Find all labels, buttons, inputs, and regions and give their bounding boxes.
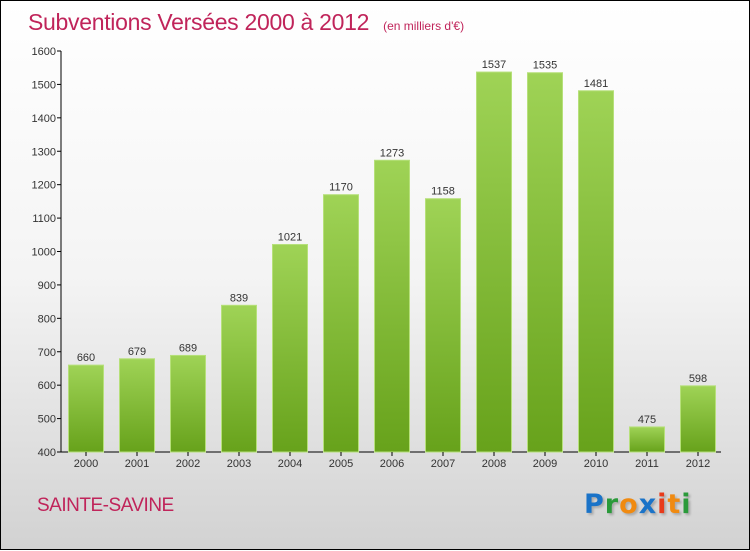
data-label: 839	[230, 292, 248, 304]
x-tick-label: 2003	[227, 458, 251, 470]
data-label: 598	[689, 373, 707, 385]
data-label: 1273	[380, 147, 404, 159]
y-tick-label: 1100	[32, 213, 56, 225]
bar	[578, 90, 614, 453]
chart-title: Subventions Versées 2000 à 2012	[28, 9, 370, 35]
bar	[476, 71, 512, 453]
bar	[425, 198, 461, 453]
data-label: 1170	[329, 182, 353, 194]
data-label: 1158	[431, 186, 455, 198]
data-label: 689	[179, 342, 197, 354]
data-label: 1481	[584, 78, 608, 90]
x-tick-label: 2006	[380, 458, 404, 470]
bar	[527, 72, 563, 453]
y-tick-label: 900	[38, 280, 56, 292]
x-tick-label: 2009	[533, 458, 557, 470]
bar	[170, 354, 206, 453]
y-tick-label: 1500	[32, 79, 56, 91]
x-tick-label: 2011	[635, 458, 659, 470]
bar	[680, 385, 716, 453]
y-tick-label: 800	[38, 313, 56, 325]
x-tick-label: 2008	[482, 458, 506, 470]
bar	[119, 358, 155, 453]
title-bar: Subventions Versées 2000 à 2012 (en mill…	[28, 9, 464, 36]
x-tick-label: 2007	[431, 458, 455, 470]
data-label: 660	[77, 352, 95, 364]
y-tick-label: 1600	[32, 46, 56, 58]
data-label: 1021	[278, 231, 302, 243]
x-tick-label: 2005	[329, 458, 353, 470]
bar	[272, 243, 308, 453]
bar	[68, 364, 104, 453]
proxiti-logo[interactable]: Proxiti	[584, 489, 692, 520]
bar	[629, 426, 665, 453]
city-name: SAINTE-SAVINE	[37, 495, 174, 516]
y-tick-label: 600	[38, 380, 56, 392]
bar	[323, 194, 359, 453]
x-tick-label: 2012	[686, 458, 710, 470]
y-tick-label: 1000	[32, 247, 56, 259]
y-tick-label: 1400	[32, 113, 56, 125]
x-tick-label: 2001	[125, 458, 149, 470]
data-label: 679	[128, 346, 146, 358]
chart-subtitle: (en milliers d'€)	[383, 19, 465, 33]
y-tick-label: 700	[38, 347, 56, 359]
data-label: 1535	[533, 60, 557, 72]
y-tick-label: 500	[38, 414, 56, 426]
y-tick-label: 1300	[32, 146, 56, 158]
data-label: 1537	[482, 59, 506, 71]
x-tick-label: 2002	[176, 458, 200, 470]
x-tick-label: 2010	[584, 458, 608, 470]
bar	[221, 304, 257, 453]
y-tick-label: 400	[38, 447, 56, 459]
y-tick-label: 1200	[32, 180, 56, 192]
data-label: 475	[638, 414, 656, 426]
x-tick-label: 2000	[74, 458, 98, 470]
bar	[374, 159, 410, 453]
x-tick-label: 2004	[278, 458, 302, 470]
